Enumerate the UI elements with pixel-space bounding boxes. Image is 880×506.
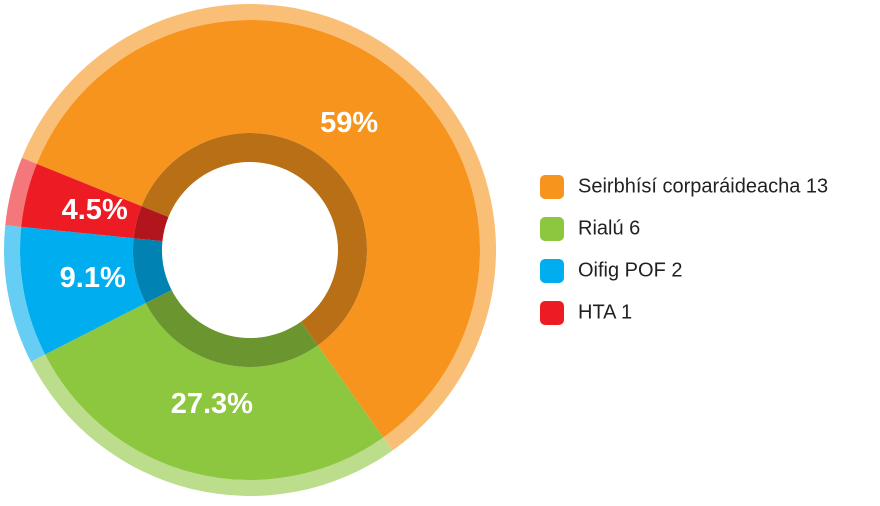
legend-label: Oifig POF 2 bbox=[578, 259, 682, 281]
slice-outer bbox=[3, 225, 46, 362]
legend-label: Seirbhísí corparáideacha 13 bbox=[578, 175, 828, 197]
slice bbox=[21, 163, 142, 239]
slice bbox=[36, 19, 481, 438]
legend-swatch bbox=[540, 217, 564, 241]
slice-label: 4.5% bbox=[62, 194, 128, 226]
slice-inner bbox=[141, 133, 367, 346]
legend-label: HTA 1 bbox=[578, 301, 632, 323]
slice-label: 59% bbox=[320, 107, 378, 139]
legend-swatch bbox=[540, 301, 564, 325]
slice-inner bbox=[133, 206, 169, 242]
slice-outer bbox=[5, 157, 37, 227]
slice-label: 9.1% bbox=[60, 262, 126, 294]
slice-label: 27.3% bbox=[171, 388, 253, 420]
slice bbox=[19, 226, 146, 355]
slice bbox=[45, 303, 384, 481]
legend-swatch bbox=[540, 259, 564, 283]
slice-inner bbox=[132, 238, 172, 304]
slice-inner bbox=[145, 289, 318, 368]
legend-label: Rialú 6 bbox=[578, 217, 640, 239]
legend-swatch bbox=[540, 175, 564, 199]
